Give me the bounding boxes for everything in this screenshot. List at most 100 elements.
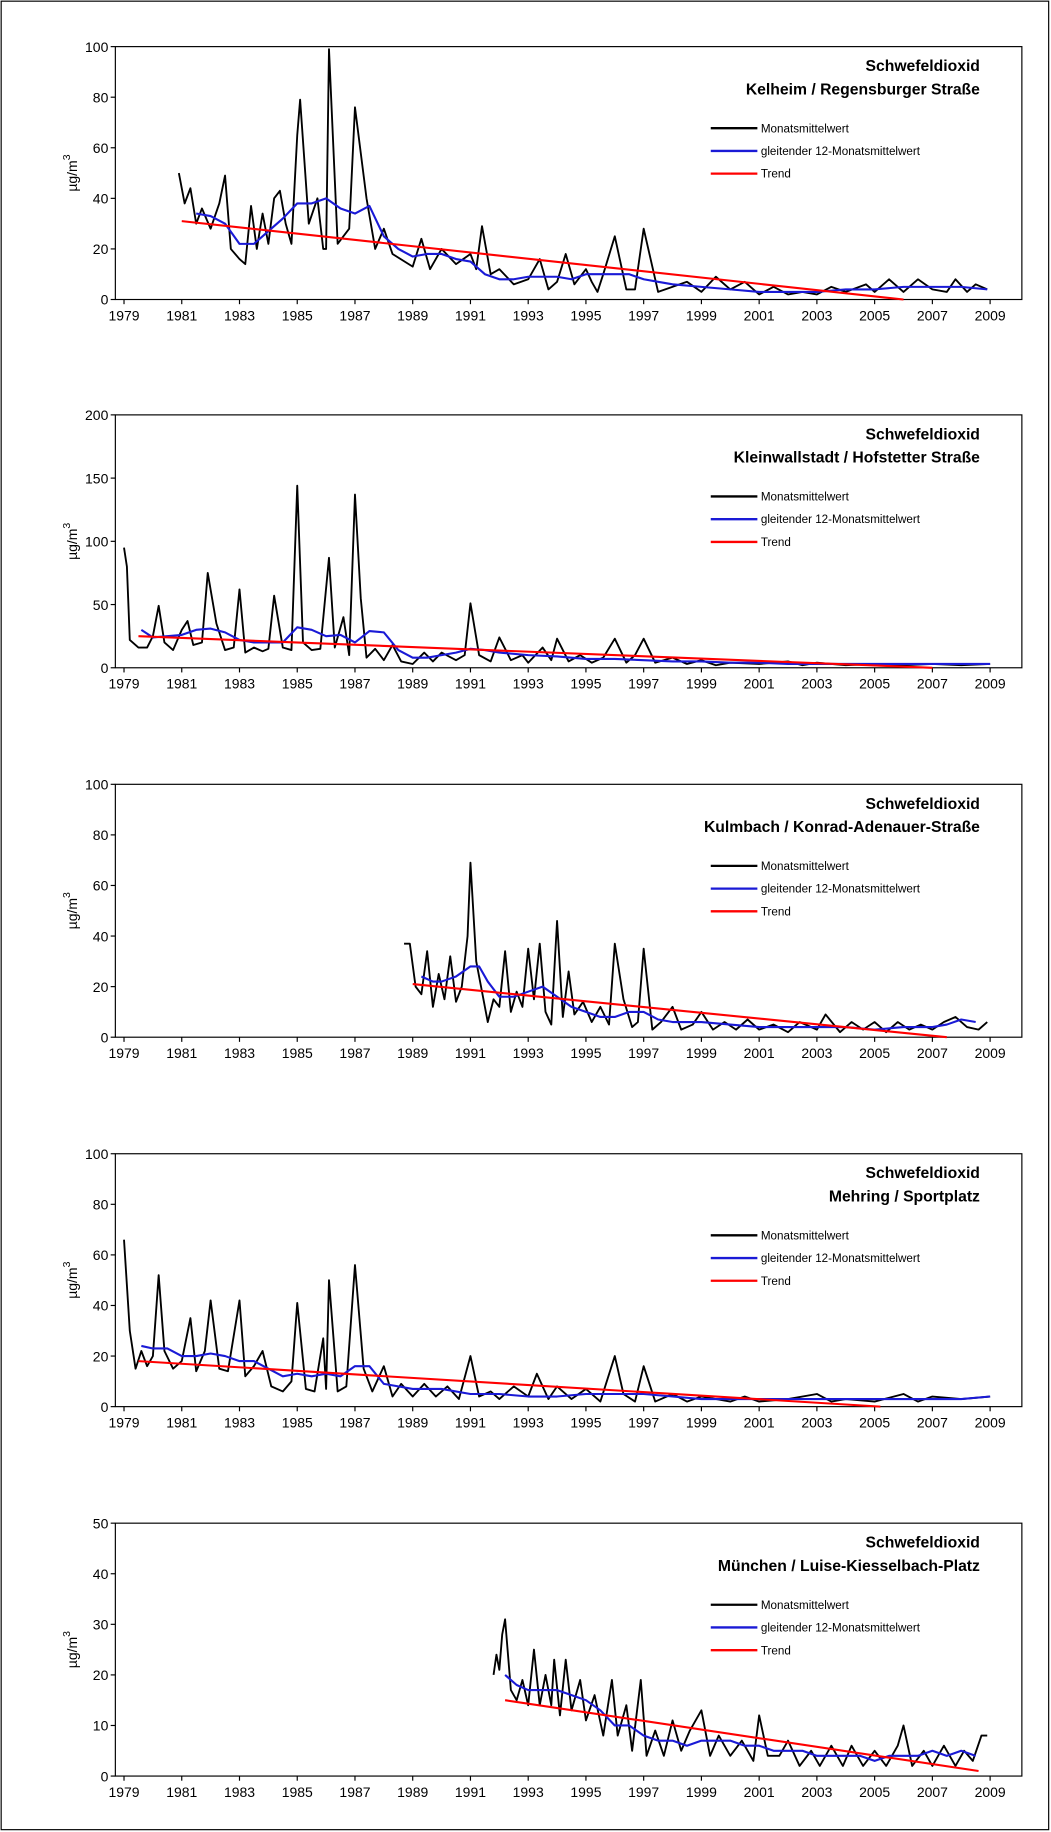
y-tick-label: 0 <box>101 1768 109 1784</box>
x-tick-label: 1989 <box>397 1045 428 1061</box>
y-axis-label: µg/m3 <box>62 154 80 191</box>
chart-subtitle: Kelheim / Regensburger Straße <box>746 81 980 98</box>
x-tick-label: 2003 <box>801 1045 832 1061</box>
y-axis-label-sup: 3 <box>62 1631 73 1637</box>
legend-label: gleitender 12-Monatsmittelwert <box>761 883 921 896</box>
x-tick-label: 1993 <box>513 1045 544 1061</box>
x-tick-label: 2009 <box>975 676 1006 692</box>
x-tick-label: 2003 <box>801 676 832 692</box>
legend-label: gleitender 12-Monatsmittelwert <box>761 513 921 526</box>
legend-label: Trend <box>761 536 791 549</box>
x-tick-label: 2005 <box>859 1784 890 1800</box>
x-tick-label: 2001 <box>744 307 775 323</box>
x-tick-label: 1999 <box>686 1415 717 1431</box>
y-tick-label: 80 <box>93 827 109 843</box>
x-tick-label: 1979 <box>108 1784 139 1800</box>
x-tick-label: 1983 <box>224 1784 255 1800</box>
chart-subtitle: München / Luise-Kiesselbach-Platz <box>718 1558 980 1575</box>
legend-label: Monatsmittelwert <box>761 491 850 504</box>
x-tick-label: 1997 <box>628 676 659 692</box>
x-tick-label: 2003 <box>801 1415 832 1431</box>
x-tick-label: 2001 <box>744 1045 775 1061</box>
x-tick-label: 1993 <box>513 307 544 323</box>
x-tick-label: 2007 <box>917 1784 948 1800</box>
x-tick-label: 1979 <box>108 676 139 692</box>
x-tick-label: 1999 <box>686 307 717 323</box>
chart-title: Schwefeldioxid <box>866 1535 980 1552</box>
y-tick-label: 80 <box>93 89 109 105</box>
legend-label: Monatsmittelwert <box>761 1599 850 1612</box>
x-tick-label: 1997 <box>628 1784 659 1800</box>
x-tick-label: 1983 <box>224 676 255 692</box>
x-tick-label: 1981 <box>166 1045 197 1061</box>
y-tick-label: 20 <box>93 1667 109 1683</box>
plot-area <box>114 414 1023 669</box>
x-tick-label: 1993 <box>513 1415 544 1431</box>
x-tick-label: 1985 <box>282 676 313 692</box>
y-tick-label: 0 <box>101 292 109 308</box>
x-tick-label: 1991 <box>455 307 486 323</box>
y-tick-label: 0 <box>101 1029 109 1045</box>
x-tick-label: 1989 <box>397 1784 428 1800</box>
x-tick-label: 1991 <box>455 676 486 692</box>
y-axis-label-base: µg/m <box>64 160 80 191</box>
x-tick-label: 1987 <box>339 676 370 692</box>
x-tick-label: 2007 <box>917 1415 948 1431</box>
x-tick-label: 2001 <box>744 1784 775 1800</box>
y-tick-label: 100 <box>85 39 109 55</box>
y-tick-label: 40 <box>93 191 109 207</box>
series-line <box>504 1699 979 1773</box>
x-tick-label: 1981 <box>166 676 197 692</box>
x-tick-label: 1991 <box>455 1415 486 1431</box>
x-tick-label: 1989 <box>397 676 428 692</box>
y-tick-label: 20 <box>93 1348 109 1364</box>
x-tick-label: 1987 <box>339 1415 370 1431</box>
chart-title: Schwefeldioxid <box>866 58 980 75</box>
legend-label: Trend <box>761 168 791 181</box>
x-tick-label: 1985 <box>282 307 313 323</box>
x-tick-label: 1999 <box>686 1784 717 1800</box>
x-tick-label: 2009 <box>975 1045 1006 1061</box>
y-tick-label: 60 <box>93 878 109 894</box>
series-line <box>404 861 988 1034</box>
chart-subtitle: Kleinwallstadt / Hofstetter Straße <box>734 450 981 467</box>
x-tick-label: 2005 <box>859 1045 890 1061</box>
x-tick-label: 1987 <box>339 1045 370 1061</box>
y-axis-label: µg/m3 <box>62 892 80 929</box>
x-tick-label: 1991 <box>455 1045 486 1061</box>
y-tick-label: 40 <box>93 928 109 944</box>
x-tick-label: 2005 <box>859 307 890 323</box>
x-tick-label: 2007 <box>917 676 948 692</box>
x-tick-label: 1979 <box>108 1045 139 1061</box>
y-axis-label: µg/m3 <box>62 523 80 560</box>
legend-label: gleitender 12-Monatsmittelwert <box>761 1252 921 1265</box>
y-axis-label-sup: 3 <box>62 154 73 160</box>
x-tick-label: 1983 <box>224 1045 255 1061</box>
x-tick-label: 2003 <box>801 307 832 323</box>
x-tick-label: 2001 <box>744 676 775 692</box>
y-axis-label-sup: 3 <box>62 523 73 529</box>
x-tick-label: 2003 <box>801 1784 832 1800</box>
legend-label: Trend <box>761 1644 791 1657</box>
y-tick-label: 80 <box>93 1197 109 1213</box>
y-tick-label: 30 <box>93 1617 109 1633</box>
legend-label: Monatsmittelwert <box>761 860 850 873</box>
x-tick-label: 2007 <box>917 1045 948 1061</box>
plot-area <box>114 783 1023 1038</box>
series-line <box>141 1344 991 1401</box>
y-tick-label: 150 <box>85 470 109 486</box>
x-tick-label: 1991 <box>455 1784 486 1800</box>
y-tick-label: 0 <box>101 660 109 676</box>
chart-subtitle: Kulmbach / Konrad-Adenauer-Straße <box>704 819 980 836</box>
x-tick-label: 1997 <box>628 1045 659 1061</box>
x-tick-label: 1981 <box>166 1784 197 1800</box>
chart-subtitle: Mehring / Sportplatz <box>829 1189 980 1206</box>
x-tick-label: 2009 <box>975 1415 1006 1431</box>
x-tick-label: 1985 <box>282 1415 313 1431</box>
y-axis-label-sup: 3 <box>62 1261 73 1267</box>
legend-label: gleitender 12-Monatsmittelwert <box>761 1622 921 1635</box>
y-axis-label-base: µg/m <box>64 529 80 560</box>
x-tick-label: 1995 <box>570 1415 601 1431</box>
y-tick-label: 100 <box>85 777 109 793</box>
